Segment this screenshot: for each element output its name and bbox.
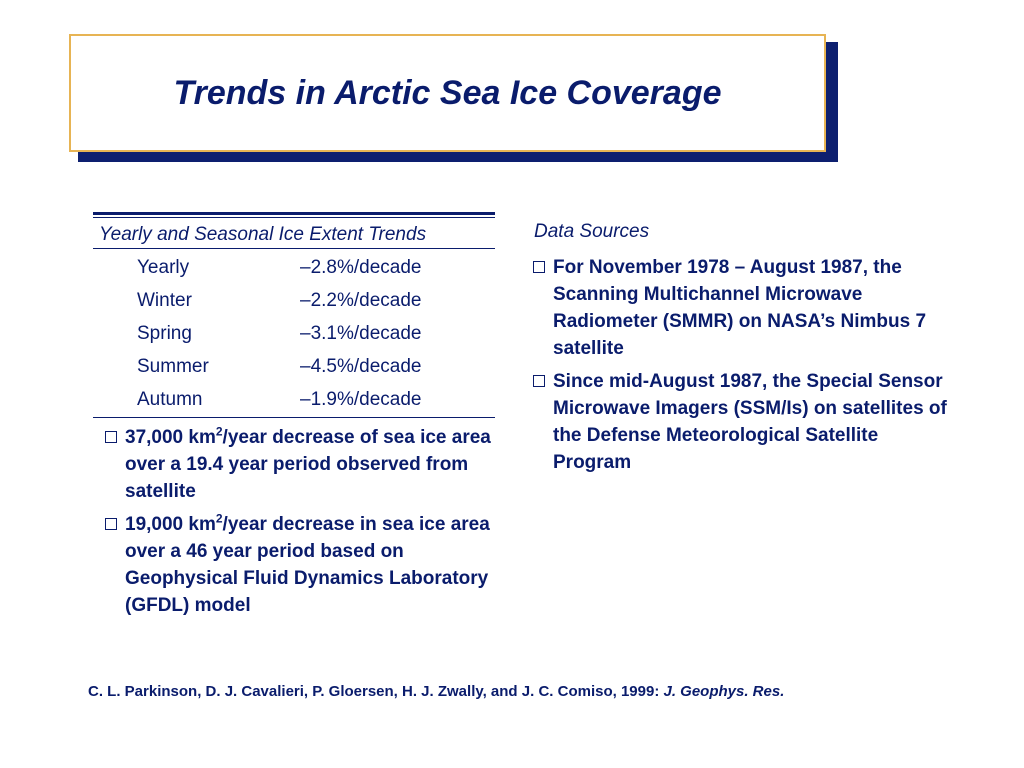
season-label: Autumn (137, 388, 203, 410)
table-row: Summer –4.5%/decade (93, 350, 495, 383)
data-sources-list: For November 1978 – August 1987, the Sca… (533, 254, 953, 482)
checkbox-bullet-icon (105, 431, 117, 443)
checkbox-bullet-icon (533, 261, 545, 273)
table-bottom-rule (93, 417, 495, 418)
table-top-rule (93, 212, 495, 218)
season-label: Spring (137, 322, 192, 344)
superscript: 2 (215, 424, 223, 439)
table-row: Yearly –2.8%/decade (93, 251, 495, 284)
data-sources-heading: Data Sources (534, 221, 650, 242)
trend-value: –4.5%/decade (300, 355, 422, 377)
superscript: 2 (215, 511, 223, 526)
trend-value: –1.9%/decade (300, 388, 422, 410)
table-heading: Yearly and Seasonal Ice Extent Trends (93, 218, 495, 249)
table-row: Autumn –1.9%/decade (93, 383, 495, 416)
table-row: Winter –2.2%/decade (93, 284, 495, 317)
checkbox-bullet-icon (533, 375, 545, 387)
season-label: Yearly (137, 256, 190, 278)
trend-value: –2.8%/decade (300, 256, 422, 278)
left-bullet-list: 37,000 km2/year decrease of sea ice area… (105, 424, 505, 625)
list-item: 19,000 km2/year decrease in sea ice area… (105, 511, 505, 619)
trends-table: Yearly and Seasonal Ice Extent Trends Ye… (93, 212, 495, 418)
bullet-text: For November 1978 – August 1987, the Sca… (553, 257, 927, 359)
season-label: Summer (137, 355, 209, 377)
bullet-text: 37,000 km2/year decrease of sea ice area… (125, 424, 491, 502)
season-label: Winter (137, 289, 192, 311)
trend-value: –2.2%/decade (300, 289, 422, 311)
checkbox-bullet-icon (105, 518, 117, 530)
bullet-text: 19,000 km2/year decrease in sea ice area… (125, 511, 490, 616)
list-item: For November 1978 – August 1987, the Sca… (533, 254, 953, 362)
table-rows: Yearly –2.8%/decade Winter –2.2%/decade … (93, 249, 495, 416)
citation-authors: C. L. Parkinson, D. J. Cavalieri, P. Glo… (88, 683, 664, 700)
citation: C. L. Parkinson, D. J. Cavalieri, P. Glo… (88, 683, 784, 700)
bullet-text: Since mid-August 1987, the Special Senso… (553, 371, 947, 473)
table-row: Spring –3.1%/decade (93, 317, 495, 350)
list-item: Since mid-August 1987, the Special Senso… (533, 368, 953, 476)
citation-journal: J. Geophys. Res. (663, 683, 785, 700)
slide-title: Trends in Arctic Sea Ice Coverage (173, 73, 722, 112)
trend-value: –3.1%/decade (300, 322, 422, 344)
title-box: Trends in Arctic Sea Ice Coverage (69, 34, 826, 152)
list-item: 37,000 km2/year decrease of sea ice area… (105, 424, 505, 505)
